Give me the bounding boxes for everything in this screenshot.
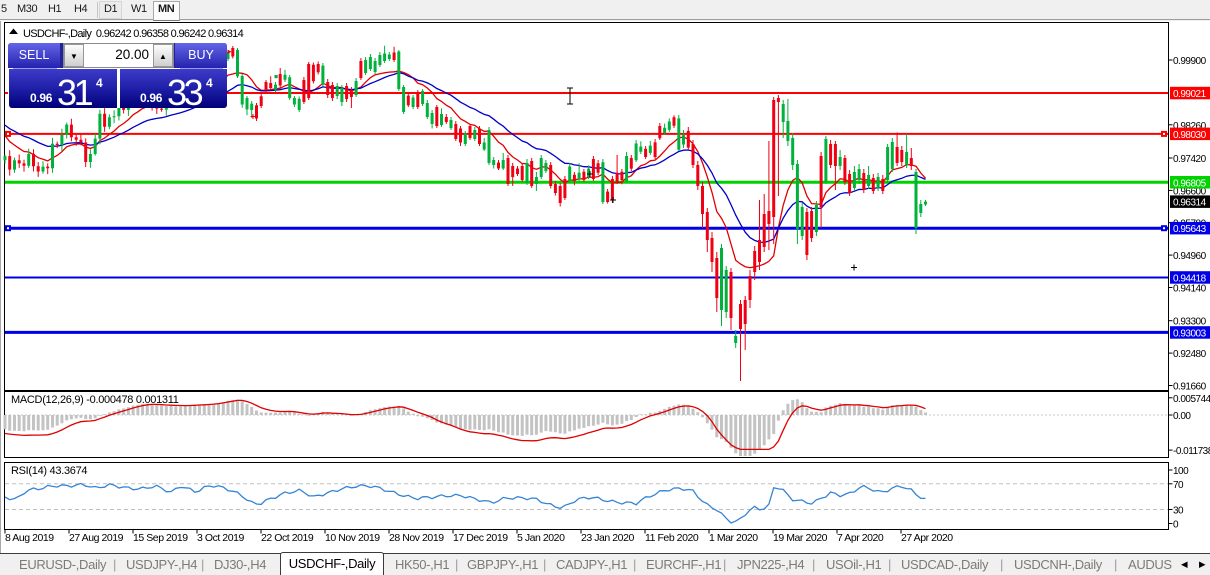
svg-text:70: 70 [1173, 480, 1184, 491]
svg-text:0.99021: 0.99021 [1173, 89, 1207, 100]
svg-text:0: 0 [1173, 520, 1179, 531]
svg-text:27 Aug 2019: 27 Aug 2019 [69, 532, 124, 544]
svg-text:USDCHF-,Daily 0.96242 0.96358: USDCHF-,Daily 0.96242 0.96358 0.96242 0.… [23, 28, 244, 40]
svg-text:0.99900: 0.99900 [1173, 56, 1207, 67]
svg-text:0.93300: 0.93300 [1173, 317, 1207, 328]
svg-text:0.98260: 0.98260 [1173, 121, 1207, 132]
svg-text:0.005744: 0.005744 [1173, 394, 1210, 405]
svg-text:8 Aug 2019: 8 Aug 2019 [5, 532, 54, 544]
svg-text:RSI(14) 43.3674: RSI(14) 43.3674 [11, 465, 87, 477]
svg-text:15 Sep 2019: 15 Sep 2019 [133, 532, 188, 544]
svg-text:-0.011738: -0.011738 [1173, 446, 1210, 457]
svg-text:0.98030: 0.98030 [1173, 130, 1207, 141]
svg-text:30: 30 [1173, 506, 1184, 517]
svg-text:5 Jan 2020: 5 Jan 2020 [517, 532, 565, 544]
svg-text:0.00: 0.00 [1173, 411, 1191, 422]
svg-text:7 Apr 2020: 7 Apr 2020 [837, 532, 884, 544]
svg-text:0.96805: 0.96805 [1173, 178, 1207, 189]
svg-text:22 Oct 2019: 22 Oct 2019 [261, 532, 314, 544]
svg-text:27 Apr 2020: 27 Apr 2020 [901, 532, 953, 544]
svg-text:28 Nov 2019: 28 Nov 2019 [389, 532, 444, 544]
svg-text:0.94418: 0.94418 [1173, 274, 1207, 285]
svg-text:0.95643: 0.95643 [1173, 224, 1207, 235]
svg-text:17 Dec 2019: 17 Dec 2019 [453, 532, 508, 544]
svg-text:0.96314: 0.96314 [1173, 198, 1207, 209]
svg-text:0.96600: 0.96600 [1173, 186, 1207, 197]
svg-text:0.91660: 0.91660 [1173, 382, 1207, 393]
svg-text:0.97420: 0.97420 [1173, 154, 1207, 165]
svg-text:23 Jan 2020: 23 Jan 2020 [581, 532, 634, 544]
svg-text:10 Nov 2019: 10 Nov 2019 [325, 532, 380, 544]
svg-text:0.94960: 0.94960 [1173, 251, 1207, 262]
svg-text:3 Oct 2019: 3 Oct 2019 [197, 532, 244, 544]
svg-text:19 Mar 2020: 19 Mar 2020 [773, 532, 828, 544]
svg-text:0.94140: 0.94140 [1173, 284, 1207, 295]
svg-text:MACD(12,26,9) -0.000478 0.0013: MACD(12,26,9) -0.000478 0.001311 [11, 394, 179, 406]
svg-text:100: 100 [1173, 466, 1189, 477]
svg-text:1 Mar 2020: 1 Mar 2020 [709, 532, 758, 544]
svg-text:11 Feb 2020: 11 Feb 2020 [645, 532, 699, 544]
svg-text:0.92480: 0.92480 [1173, 349, 1207, 360]
svg-text:0.93003: 0.93003 [1173, 328, 1207, 339]
